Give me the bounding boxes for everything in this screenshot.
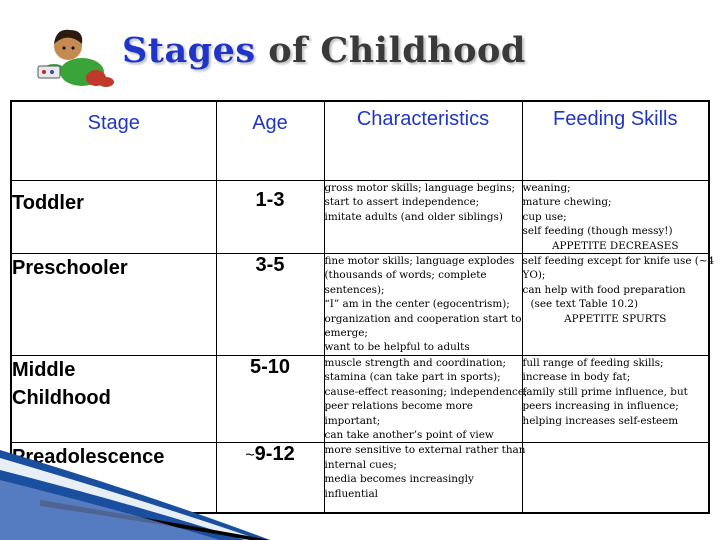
characteristics-line: can take another’s point of view [324, 428, 494, 441]
characteristics-cell: muscle strength and coordination; stamin… [323, 354, 528, 444]
table-row: Preschooler 3-5 fine motor skills; langu… [10, 253, 715, 356]
table-row: Middle Childhood 5-10 muscle strength an… [10, 354, 710, 444]
characteristics-cell: gross motor skills; language begins; sta… [323, 179, 523, 255]
age-cell: 1-3 [215, 179, 325, 255]
table-header-row: Stage Age Characteristics Feeding Skills [10, 100, 710, 181]
header-age: Age [215, 100, 325, 181]
header-feeding-skills: Feeding Skills [521, 100, 710, 181]
feeding-line: full range of feeding skills; [522, 356, 664, 369]
age-value: 9-12 [254, 443, 295, 466]
title-row: Stages of Childhood [0, 0, 720, 100]
characteristics-line: cause-effect reasoning; independence; [324, 385, 528, 398]
feeding-line: cup use; [522, 210, 567, 223]
header-stage: Stage [10, 100, 217, 181]
age-prefix: ~ [245, 447, 255, 465]
feeding-line: increase in body fat; [522, 371, 631, 384]
characteristics-line: (thousands of words; complete [324, 269, 487, 282]
characteristics-line: sentences); [324, 283, 385, 296]
feeding-line: self feeding except for knife use (~4 [522, 255, 715, 268]
feeding-line: mature chewing; [522, 196, 612, 209]
table-row: Toddler 1-3 gross motor skills; language… [10, 179, 710, 255]
page-title: Stages of Childhood [122, 30, 526, 71]
feeding-cell: full range of feeding skills; increase i… [521, 354, 710, 444]
age-cell: 5-10 [215, 354, 325, 444]
characteristics-cell: fine motor skills; language explodes (th… [323, 253, 523, 356]
feeding-line: APPETITE SPURTS [564, 312, 667, 325]
feeding-cell: self feeding except for knife use (~4 YO… [521, 253, 715, 356]
title-accent: Stages [122, 30, 256, 71]
age-cell: ~9-12 [215, 442, 325, 514]
characteristics-line: “I” am in the center (egocentrism); [324, 298, 510, 311]
characteristics-line: organization and cooperation start to [324, 312, 522, 325]
stage-cell: Toddler [10, 179, 217, 255]
feeding-line: (see text Table 10.2) [530, 298, 639, 311]
feeding-line: family still prime influence, but [522, 385, 688, 398]
stage-cell: Preschooler [10, 253, 217, 356]
stages-table: Stage Age Characteristics Feeding Skills… [10, 100, 715, 514]
characteristics-line: important; [324, 414, 381, 427]
stage-cell: Middle Childhood [10, 354, 217, 444]
feeding-cell [521, 442, 710, 514]
age-cell: 3-5 [215, 253, 325, 356]
feeding-line: YO); [522, 269, 546, 282]
feeding-line: weaning; [522, 182, 571, 194]
feeding-cell: weaning; mature chewing; cup use; self f… [521, 179, 710, 255]
decorative-swoosh [0, 450, 270, 540]
feeding-line: self feeding (though messy!) [522, 225, 673, 238]
characteristics-line: internal cues; [324, 458, 397, 471]
header-characteristics: Characteristics [323, 100, 523, 181]
characteristics-line: want to be helpful to adults [324, 341, 470, 354]
characteristics-line: gross motor skills; language begins; [324, 182, 516, 194]
characteristics-line: media becomes increasingly [324, 473, 474, 486]
feeding-line: APPETITE DECREASES [551, 239, 679, 252]
characteristics-line: more sensitive to external rather than [324, 444, 526, 457]
characteristics-line: peer relations become more [324, 400, 473, 413]
stage-line: Middle [12, 358, 76, 381]
feeding-line: can help with food preparation [522, 283, 686, 296]
characteristics-line: muscle strength and coordination; [324, 356, 507, 369]
feeding-line: helping increases self-esteem [522, 414, 679, 427]
characteristics-line: start to assert independence; [324, 196, 480, 209]
characteristics-line: stamina (can take part in sports); [324, 371, 501, 384]
characteristics-line: fine motor skills; language explodes [324, 255, 515, 268]
characteristics-line: influential [324, 487, 379, 500]
feeding-line: peers increasing in influence; [522, 400, 679, 413]
characteristics-line: imitate adults (and older siblings) [324, 210, 503, 223]
title-rest: of Childhood [255, 30, 526, 71]
characteristics-line: emerge; [324, 327, 368, 340]
child-clipart-icon [37, 29, 114, 87]
stage-line: Childhood [12, 386, 111, 409]
characteristics-cell: more sensitive to external rather than i… [323, 442, 526, 514]
